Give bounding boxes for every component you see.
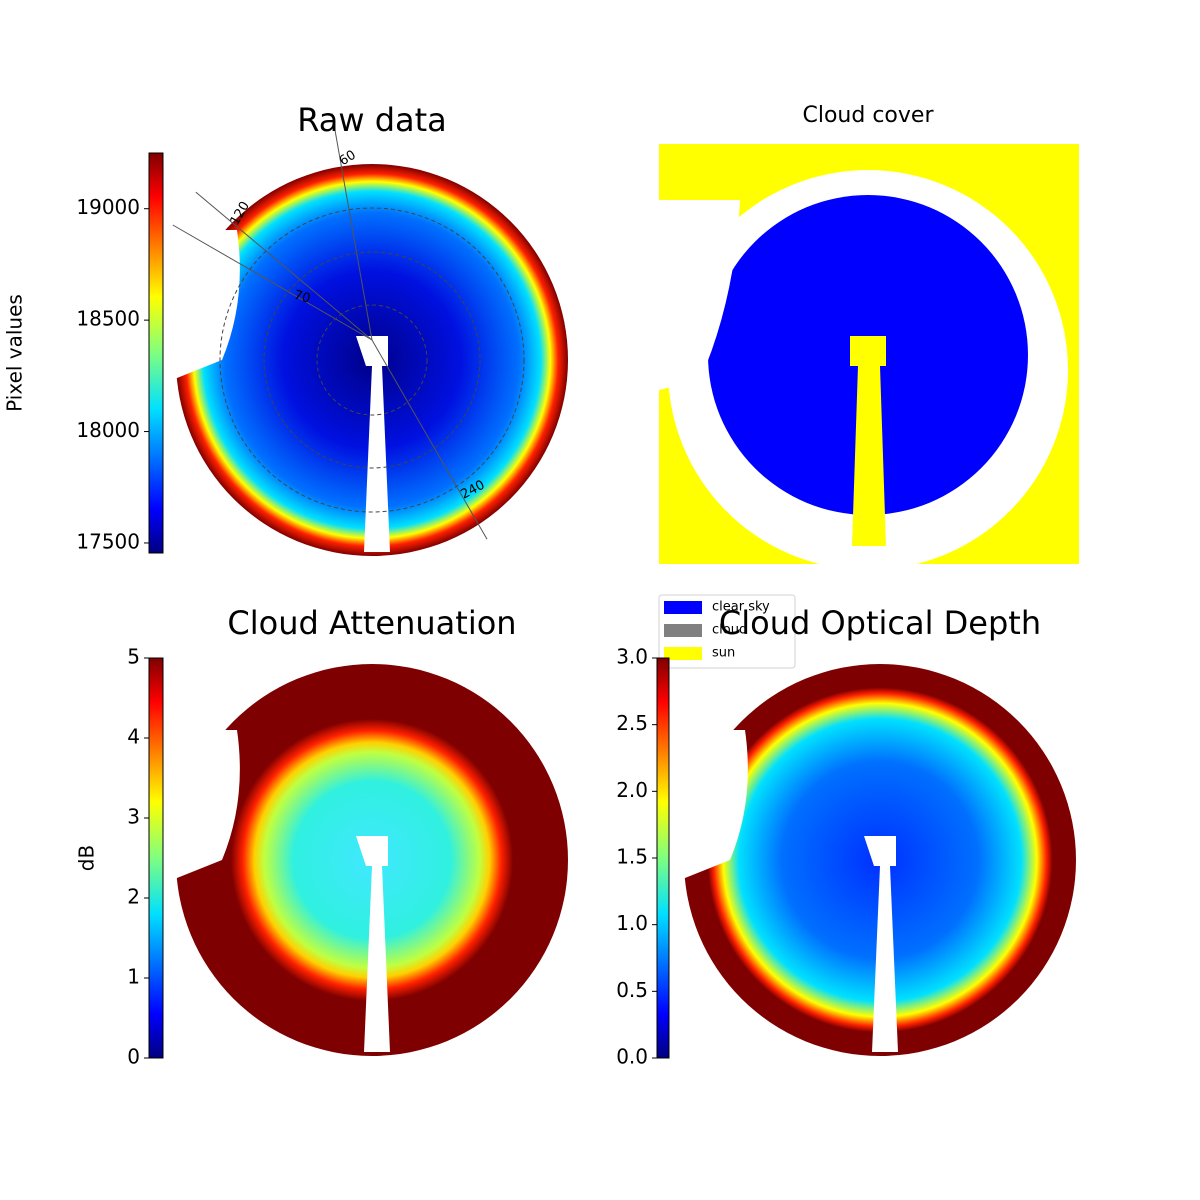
- colorbar-tick-label: 2.0: [616, 778, 648, 802]
- polar-line: [172, 224, 373, 341]
- polar-label: 70: [292, 288, 312, 307]
- colorbar-tick-label: 18000: [76, 418, 140, 442]
- colorbar-tick-label: 3: [127, 805, 140, 829]
- polar-line: [331, 113, 373, 341]
- legend-swatch: [664, 647, 702, 660]
- colorbar-label: dB: [75, 845, 99, 871]
- chart-title: Cloud Attenuation: [227, 604, 516, 642]
- chart-title: Raw data: [297, 101, 447, 139]
- colorbar-label: Pixel values: [3, 294, 27, 412]
- colorbar: [656, 657, 670, 1059]
- colorbar-tick-label: 2.5: [616, 711, 648, 735]
- legend-swatch: [664, 624, 702, 637]
- polar-circle: [316, 304, 428, 416]
- colorbar-tick-label: 5: [127, 645, 140, 669]
- legend-swatch: [664, 601, 702, 614]
- colorbar-tick-label: 18500: [76, 307, 140, 331]
- colorbar-tick-label: 3.0: [616, 645, 648, 669]
- legend-label: cloud: [712, 623, 747, 638]
- colorbar-tick-label: 1.0: [616, 911, 648, 935]
- chart-title: Cloud Optical Depth: [719, 604, 1041, 642]
- chart-title: Cloud cover: [803, 103, 935, 128]
- polar-line: [371, 339, 488, 540]
- colorbar-tick-label: 4: [127, 725, 140, 749]
- mast: [864, 836, 898, 1052]
- colorbar-tick-label: 1.5: [616, 845, 648, 869]
- obstruction: [680, 730, 748, 880]
- colorbar-tick-label: 0.0: [616, 1045, 648, 1069]
- mast: [356, 336, 390, 552]
- colorbar: [148, 657, 164, 1059]
- mast: [356, 836, 390, 1052]
- colorbar-tick-label: 0: [127, 1045, 140, 1069]
- colorbar-tick-label: 1: [127, 965, 140, 989]
- polar-circle: [263, 251, 481, 469]
- polar-label: 60: [337, 148, 359, 169]
- obstruction: [172, 230, 240, 380]
- colorbar: [148, 152, 164, 554]
- sun-mast: [850, 336, 886, 546]
- legend-label: clear sky: [712, 600, 770, 615]
- polar-circle: [219, 207, 525, 513]
- polar-line: [195, 191, 373, 341]
- legend-label: sun: [712, 646, 735, 661]
- colorbar-tick-label: 19000: [76, 195, 140, 219]
- notch: [659, 200, 740, 390]
- colorbar-tick-label: 17500: [76, 529, 140, 553]
- obstruction: [172, 730, 240, 880]
- colorbar-tick-label: 0.5: [616, 978, 648, 1002]
- colorbar-tick-label: 2: [127, 885, 140, 909]
